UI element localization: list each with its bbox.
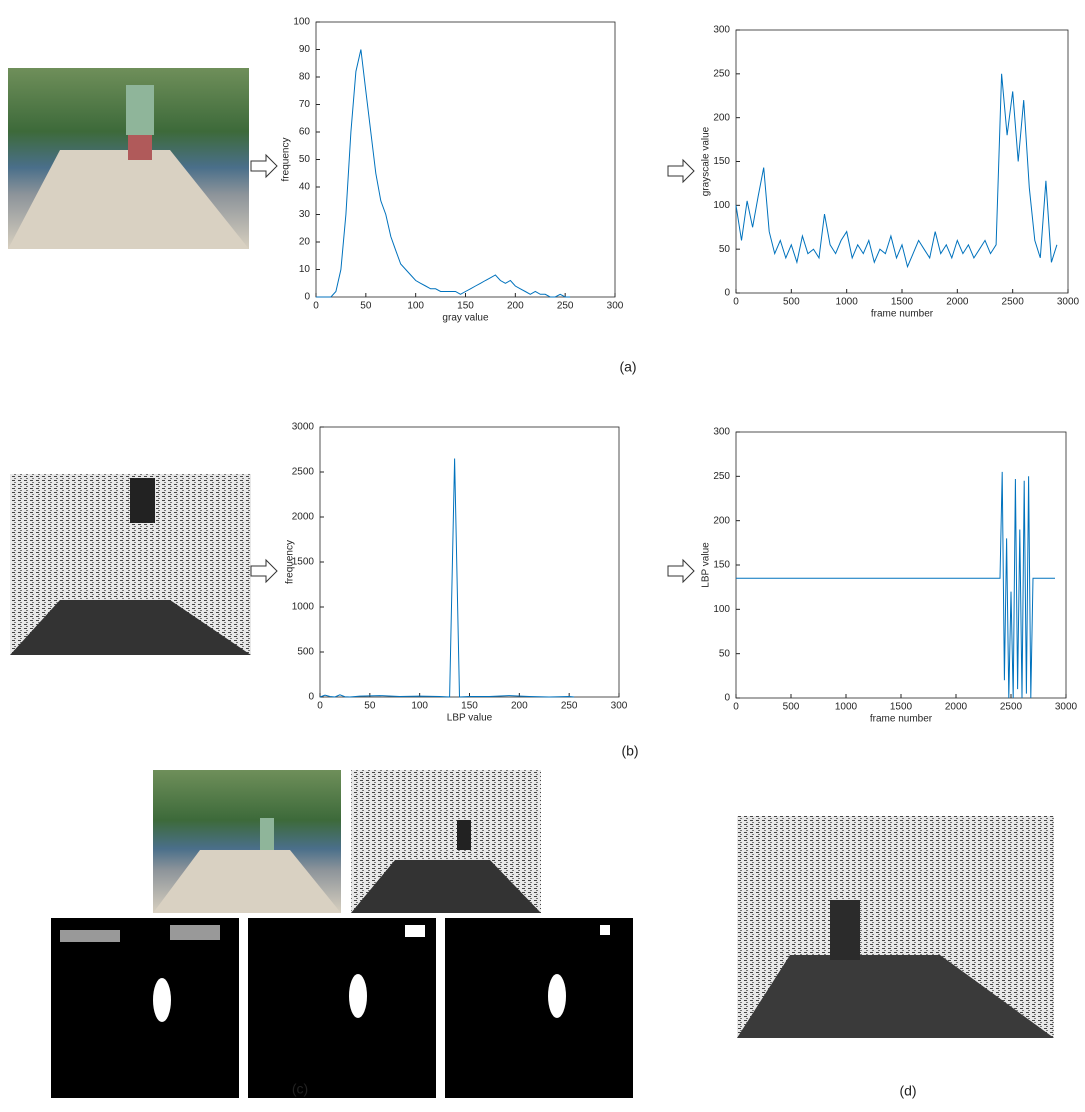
y-axis-label: frequency: [281, 138, 292, 182]
x-tick-label: 0: [317, 701, 323, 712]
arrow: [250, 558, 278, 584]
plot-frame: [315, 21, 616, 298]
y-tick-label: 50: [299, 154, 311, 165]
panel-label: (b): [621, 743, 638, 759]
x-tick-label: 100: [407, 301, 424, 312]
x-tick-label: 50: [360, 301, 372, 312]
lbp-image-b: [10, 474, 251, 655]
y-tick-label: 80: [299, 72, 311, 83]
y-tick-label: 500: [297, 647, 314, 658]
x-tick-label: 150: [457, 301, 474, 312]
y-tick-label: 10: [299, 264, 311, 275]
x-tick-label: 500: [783, 702, 800, 713]
y-axis-label: grayscale value: [701, 126, 712, 196]
x-tick-label: 300: [611, 701, 628, 712]
y-tick-label: 200: [713, 515, 730, 526]
x-tick-label: 1000: [835, 702, 858, 713]
plot-frame: [319, 426, 620, 698]
y-tick-label: 1500: [292, 557, 315, 568]
x-tick-label: 0: [313, 301, 319, 312]
y-tick-label: 150: [713, 156, 730, 167]
x-tick-label: 2500: [1000, 702, 1023, 713]
data-line: [316, 49, 571, 298]
x-tick-label: 1000: [836, 297, 859, 308]
x-tick-label: 0: [733, 297, 739, 308]
x-axis-label: LBP value: [447, 713, 493, 724]
x-tick-label: 250: [561, 701, 578, 712]
photo-c: [153, 770, 341, 913]
y-tick-label: 40: [299, 182, 311, 193]
y-tick-label: 250: [713, 68, 730, 79]
x-tick-label: 1500: [891, 297, 914, 308]
y-tick-label: 250: [713, 471, 730, 482]
data-line: [736, 471, 1055, 699]
y-tick-label: 300: [713, 25, 730, 36]
y-tick-label: 50: [719, 244, 731, 255]
x-tick-label: 3000: [1057, 297, 1080, 308]
y-tick-label: 300: [713, 427, 730, 438]
y-tick-label: 90: [299, 44, 311, 55]
x-tick-label: 250: [557, 301, 574, 312]
mask-image: [51, 918, 239, 1098]
arrow: [667, 158, 695, 184]
x-tick-label: 0: [733, 702, 739, 713]
y-tick-label: 2500: [292, 467, 315, 478]
y-tick-label: 60: [299, 127, 311, 138]
y-axis-label: LBP value: [701, 542, 712, 588]
y-tick-label: 100: [713, 604, 730, 615]
y-tick-label: 20: [299, 237, 311, 248]
x-axis-label: frame number: [871, 309, 934, 320]
x-tick-label: 3000: [1055, 702, 1078, 713]
y-tick-label: 50: [719, 648, 731, 659]
y-tick-label: 70: [299, 99, 311, 110]
x-axis-label: gray value: [442, 313, 489, 324]
data-line: [735, 73, 1058, 269]
x-tick-label: 2000: [946, 297, 969, 308]
y-tick-label: 0: [304, 292, 310, 303]
x-tick-label: 100: [411, 701, 428, 712]
panel-label: (a): [619, 359, 636, 375]
y-tick-label: 100: [293, 17, 310, 28]
y-tick-label: 0: [308, 692, 314, 703]
x-tick-label: 50: [364, 701, 376, 712]
x-tick-label: 300: [607, 301, 624, 312]
x-tick-label: 150: [461, 701, 478, 712]
arrow: [250, 153, 278, 179]
lbp-image-d: [737, 816, 1054, 1038]
x-tick-label: 500: [783, 297, 800, 308]
arrow: [667, 558, 695, 584]
x-axis-label: frame number: [870, 714, 933, 725]
x-tick-label: 2500: [1002, 297, 1025, 308]
y-tick-label: 3000: [292, 422, 315, 433]
y-axis-label: frequency: [285, 540, 296, 584]
y-tick-label: 150: [713, 560, 730, 571]
y-tick-label: 2000: [292, 512, 315, 523]
y-tick-label: 0: [724, 693, 730, 704]
y-tick-label: 200: [713, 112, 730, 123]
x-tick-label: 200: [507, 301, 524, 312]
y-tick-label: 1000: [292, 602, 315, 613]
panel-label: (d): [899, 1083, 916, 1099]
y-tick-label: 0: [724, 288, 730, 299]
data-line: [319, 458, 575, 698]
mask-image: [248, 918, 436, 1098]
x-tick-label: 200: [511, 701, 528, 712]
plot-frame: [735, 431, 1067, 699]
x-tick-label: 2000: [945, 702, 968, 713]
y-tick-label: 100: [713, 200, 730, 211]
lbp-image-c: [351, 770, 541, 913]
y-tick-label: 30: [299, 209, 311, 220]
photo-a: [8, 68, 249, 249]
x-tick-label: 1500: [890, 702, 913, 713]
mask-image: [445, 918, 633, 1098]
panel-label: (c): [292, 1081, 308, 1097]
